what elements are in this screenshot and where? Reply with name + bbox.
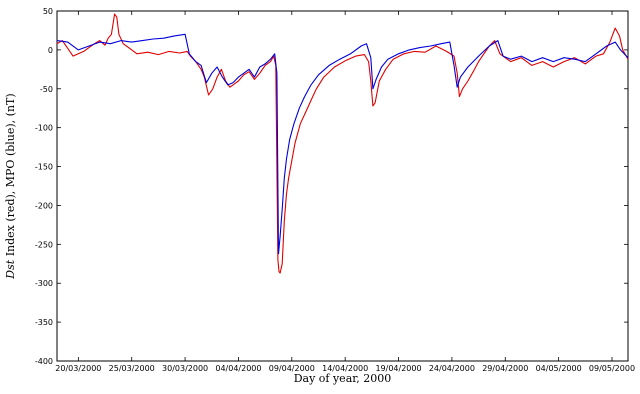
y-tick-label: -250 <box>35 240 53 249</box>
y-axis-label: Dst Index (red), MPO (blue), (nT) <box>4 93 17 279</box>
x-tick-label: 04/05/2000 <box>536 364 582 373</box>
y-tick-label: -50 <box>40 85 53 94</box>
x-tick-label: 24/04/2000 <box>429 364 475 373</box>
series-layer <box>56 13 629 274</box>
x-axis-ticks: 20/03/2000 25/03/2000 30/03/2000 04/04/2000… <box>55 11 635 373</box>
y-axis-ticks: 50 0 -50 -100 -150 -200 -250 -300 -350 -400 <box>35 7 628 366</box>
y-tick-label: -400 <box>35 357 53 366</box>
x-axis-label: Day of year, 2000 <box>294 372 392 385</box>
plot-area <box>56 10 629 362</box>
series-line-0 <box>56 13 629 274</box>
y-tick-label: -100 <box>35 124 53 133</box>
x-tick-label: 09/04/2000 <box>269 364 315 373</box>
y-axis-label-dst: Dst <box>4 259 17 279</box>
x-tick-label: 19/04/2000 <box>375 364 421 373</box>
y-tick-label: -200 <box>35 201 53 210</box>
y-tick-label: 0 <box>48 46 53 55</box>
x-tick-label: 14/04/2000 <box>322 364 368 373</box>
x-tick-label: 04/04/2000 <box>215 364 261 373</box>
series-line-1 <box>56 33 629 255</box>
y-tick-label: -150 <box>35 163 53 172</box>
y-tick-label: -350 <box>35 318 53 327</box>
x-tick-label: 20/03/2000 <box>55 364 101 373</box>
y-tick-label: 50 <box>43 7 53 16</box>
x-tick-label: 25/03/2000 <box>109 364 155 373</box>
y-tick-label: -300 <box>35 279 53 288</box>
x-tick-label: 30/03/2000 <box>162 364 208 373</box>
x-tick-label: 29/04/2000 <box>482 364 528 373</box>
y-axis-label-rest: Index (red), MPO (blue), (nT) <box>4 93 17 259</box>
x-tick-label: 09/05/2000 <box>589 364 635 373</box>
